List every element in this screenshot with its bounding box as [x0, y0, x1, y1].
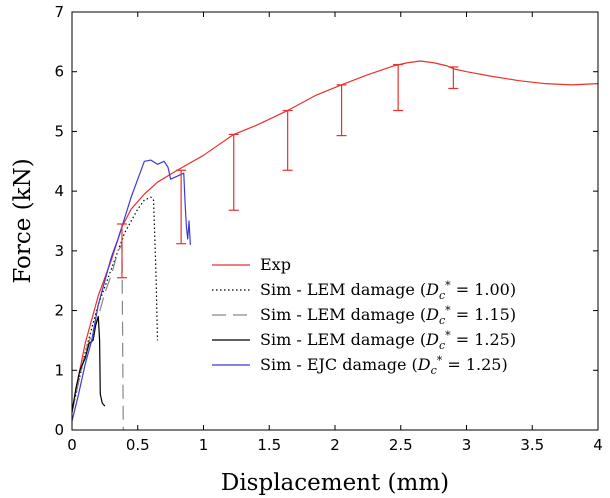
legend-label-suffix: = 1.15): [451, 305, 516, 324]
legend-label-suffix: = 1.25): [451, 330, 516, 349]
legend-label-prefix: Sim - EJC damage (: [260, 355, 418, 374]
error-bar: [448, 66, 459, 90]
y-tick-label: 1: [54, 361, 64, 379]
legend-symbol-sub: c: [439, 314, 445, 327]
y-tick-label: 7: [54, 3, 64, 21]
error-bar-layer: [116, 63, 459, 279]
y-tick-label: 4: [54, 182, 64, 200]
legend-symbol-sub: c: [439, 339, 445, 352]
x-tick-label: 1: [199, 436, 209, 454]
series-line-4: [71, 159, 191, 422]
error-bar: [336, 84, 347, 137]
legend-symbol-sup: *: [437, 354, 443, 367]
series-line-3: [71, 315, 106, 413]
legend-label-suffix: = 1.25): [442, 355, 507, 374]
error-bar: [176, 169, 187, 245]
legend-label-prefix: Sim - LEM damage (: [260, 280, 426, 299]
legend-label-prefix: Sim - LEM damage (: [260, 330, 426, 349]
error-bar: [282, 109, 293, 171]
legend-symbol: D: [417, 355, 431, 374]
tick-layer: 0 0.5 1 1.5 2 2.5 3 3.5 4 0 1 2 3 4 5 6 7: [54, 3, 602, 454]
legend-label-3: Sim - LEM damage (Dc* = 1.25): [260, 329, 516, 352]
y-tick-label: 2: [54, 302, 64, 320]
series-line-1: [71, 196, 159, 413]
error-bar: [228, 133, 239, 211]
x-tick-label: 0: [67, 436, 77, 454]
error-bar: [116, 223, 127, 279]
x-tick-label: 1.5: [257, 436, 281, 454]
legend-symbol-sup: *: [445, 329, 451, 342]
x-tick-label: 3: [462, 436, 472, 454]
y-tick-label: 5: [54, 122, 64, 140]
legend-label-4: Sim - EJC damage (Dc* = 1.25): [260, 354, 508, 377]
legend-label-prefix: Sim - LEM damage (: [260, 305, 426, 324]
legend-symbol-sub: c: [439, 289, 445, 302]
x-tick-label: 4: [593, 436, 603, 454]
x-axis-title: Displacement (mm): [221, 470, 449, 496]
x-tick-label: 2: [330, 436, 340, 454]
legend-label-0: Exp: [260, 255, 291, 274]
legend-label-suffix: = 1.00): [451, 280, 516, 299]
x-tick-label: 2.5: [389, 436, 413, 454]
y-tick-label: 3: [54, 242, 64, 260]
legend-label-2: Sim - LEM damage (Dc* = 1.15): [260, 304, 516, 327]
legend-symbol-sub: c: [431, 364, 437, 377]
legend-symbol: D: [425, 330, 439, 349]
series-layer: [71, 60, 599, 431]
x-tick-label: 0.5: [126, 436, 150, 454]
legend-symbol-sup: *: [445, 279, 451, 292]
y-tick-label: 6: [54, 63, 64, 81]
y-axis-title: Force (kN): [10, 158, 36, 283]
x-tick-label: 3.5: [520, 436, 544, 454]
legend-symbol: D: [425, 280, 439, 299]
error-bar: [393, 63, 404, 112]
series-line-2: [71, 244, 124, 431]
legend-label-1: Sim - LEM damage (Dc* = 1.00): [260, 279, 516, 302]
legend-symbol: D: [425, 305, 439, 324]
y-tick-label: 0: [54, 421, 64, 439]
legend-symbol-sup: *: [445, 304, 451, 317]
